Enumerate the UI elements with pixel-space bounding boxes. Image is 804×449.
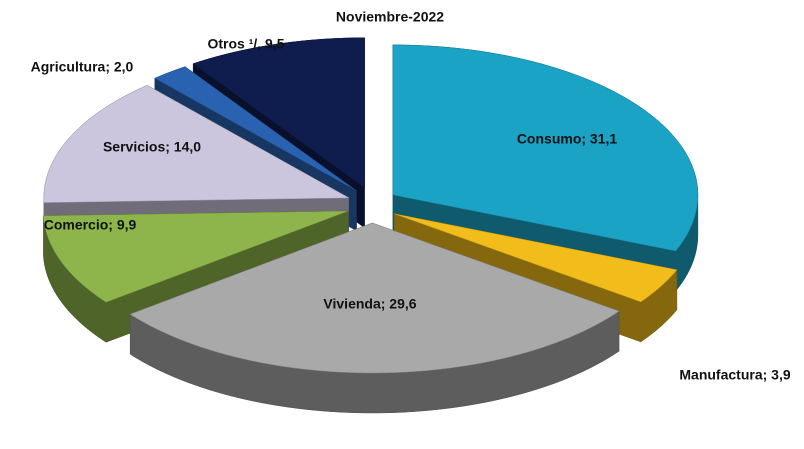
slice xyxy=(43,210,349,303)
slice xyxy=(43,85,350,203)
data-label: Manufactura; 3,9 xyxy=(679,367,790,383)
slice xyxy=(392,44,699,252)
slice xyxy=(154,66,357,191)
slice xyxy=(393,213,678,303)
data-label: Otros ¹/, 9,5 xyxy=(207,36,284,52)
data-label: Agricultura; 2,0 xyxy=(31,59,134,75)
slice xyxy=(129,222,620,374)
chart-title: Noviembre-2022 xyxy=(336,9,444,25)
pie xyxy=(43,37,699,414)
data-label: Servicios; 14,0 xyxy=(103,139,201,155)
data-label: Consumo; 31,1 xyxy=(517,131,618,147)
data-label: Vivienda; 29,6 xyxy=(323,296,416,312)
data-label: Comercio; 9,9 xyxy=(44,217,137,233)
slice xyxy=(192,37,365,189)
